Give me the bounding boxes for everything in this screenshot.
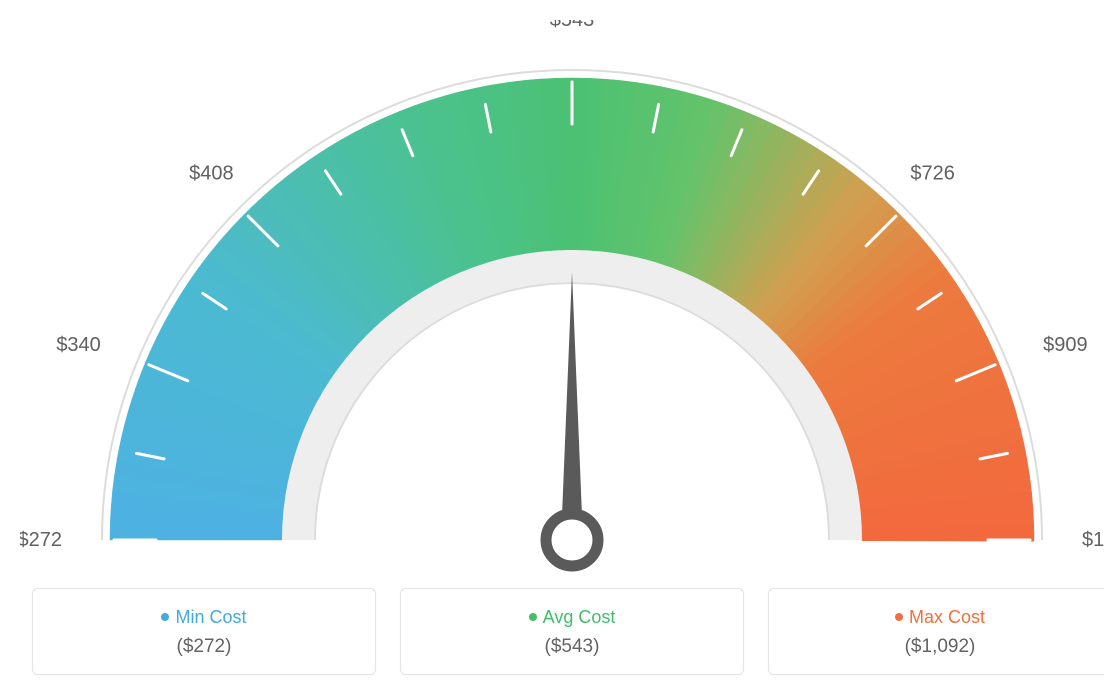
bullet-icon — [529, 613, 537, 621]
legend-min-text: Min Cost — [175, 607, 246, 627]
legend-min-label: Min Cost — [43, 607, 365, 628]
gauge-svg: $272 $340 $408 $543 $726 $909 $1,092 — [20, 20, 1104, 580]
legend-max-label: Max Cost — [779, 607, 1101, 628]
tick-label: $340 — [56, 334, 101, 356]
legend-min-value: ($272) — [43, 636, 365, 658]
bullet-icon — [895, 613, 903, 621]
legend-avg-value: ($543) — [411, 636, 733, 658]
tick-label: $408 — [189, 162, 234, 184]
legend-max-box: Max Cost ($1,092) — [768, 588, 1104, 675]
legend-row: Min Cost ($272) Avg Cost ($543) Max Cost… — [20, 588, 1104, 675]
needle-hub — [546, 514, 598, 566]
bullet-icon — [161, 613, 169, 621]
needle — [561, 272, 583, 540]
legend-max-text: Max Cost — [909, 607, 985, 627]
legend-avg-text: Avg Cost — [543, 607, 616, 627]
legend-avg-box: Avg Cost ($543) — [400, 588, 744, 675]
tick-label: $909 — [1043, 334, 1088, 356]
tick-label: $272 — [20, 529, 62, 551]
tick-label: $1,092 — [1082, 529, 1104, 551]
gauge-area: $272 $340 $408 $543 $726 $909 $1,092 — [20, 20, 1104, 580]
gauge-cost-chart: $272 $340 $408 $543 $726 $909 $1,092 Min Cost … — [20, 20, 1104, 675]
tick-label: $543 — [550, 20, 595, 31]
legend-avg-label: Avg Cost — [411, 607, 733, 628]
legend-min-box: Min Cost ($272) — [32, 588, 376, 675]
legend-max-value: ($1,092) — [779, 636, 1101, 658]
tick-label: $726 — [910, 162, 955, 184]
